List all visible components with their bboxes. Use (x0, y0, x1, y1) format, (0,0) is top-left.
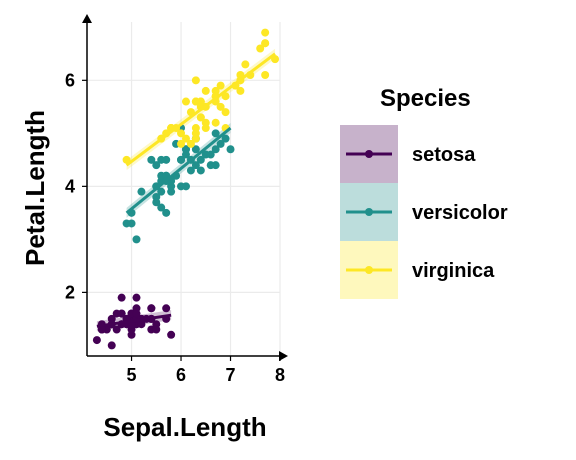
legend-label-versicolor: versicolor (412, 202, 508, 224)
data-point-versicolor (157, 203, 166, 212)
data-point-versicolor (221, 134, 230, 143)
data-point-versicolor (206, 161, 215, 170)
x-axis-title: Sepal.Length (103, 412, 266, 442)
y-tick-label: 2 (65, 282, 75, 302)
data-point-versicolor (196, 155, 205, 164)
data-point-virginica (261, 28, 270, 37)
data-point-versicolor (137, 187, 146, 196)
data-point-versicolor (147, 155, 156, 164)
data-point-versicolor (196, 166, 205, 175)
data-point-versicolor (186, 166, 195, 175)
data-point-versicolor (216, 139, 225, 148)
data-point-setosa (167, 330, 176, 339)
data-point-virginica (177, 129, 186, 138)
legend-label-virginica: virginica (412, 260, 495, 282)
data-point-setosa (132, 309, 141, 318)
data-point-setosa (112, 325, 121, 334)
data-point-versicolor (132, 235, 141, 244)
legend-point-virginica (365, 266, 373, 274)
data-point-virginica (216, 81, 225, 90)
data-point-versicolor (211, 129, 220, 138)
regression-line-versicolor (125, 126, 232, 215)
data-point-versicolor (191, 145, 200, 154)
tick-labels: 5 6 7 8 2 4 6 (65, 70, 285, 385)
data-point-versicolor (157, 155, 166, 164)
data-point-virginica (191, 76, 200, 85)
data-point-setosa (92, 336, 101, 345)
legend-point-versicolor (365, 208, 373, 216)
data-point-setosa (162, 304, 171, 313)
data-point-versicolor (167, 182, 176, 191)
regression-line-setosa (96, 313, 172, 328)
data-point-versicolor (162, 208, 171, 217)
data-point-virginica (201, 86, 210, 95)
data-point-setosa (97, 325, 106, 334)
data-point-virginica (221, 108, 230, 117)
data-point-virginica (191, 129, 200, 138)
data-point-versicolor (157, 187, 166, 196)
data-point-virginica (181, 97, 190, 106)
regression-line-virginica (125, 52, 276, 167)
x-tick-label: 8 (275, 365, 285, 385)
data-point-setosa (107, 341, 116, 350)
x-axis-arrow (279, 351, 288, 361)
data-points (92, 28, 280, 350)
data-point-setosa (147, 304, 156, 313)
legend-title: Species (380, 85, 471, 112)
data-point-versicolor (191, 161, 200, 170)
data-point-virginica (196, 113, 205, 122)
data-point-versicolor (152, 161, 161, 170)
data-point-setosa (152, 325, 161, 334)
data-point-virginica (211, 118, 220, 127)
data-point-virginica (261, 39, 270, 48)
x-tick-label: 6 (176, 365, 186, 385)
data-point-versicolor (206, 150, 215, 159)
data-point-versicolor (127, 219, 136, 228)
data-point-versicolor (181, 150, 190, 159)
y-tick-label: 4 (65, 176, 75, 196)
x-tick-label: 7 (226, 365, 236, 385)
data-point-setosa (117, 293, 126, 302)
data-point-virginica (261, 71, 270, 80)
data-point-virginica (256, 44, 265, 53)
data-point-versicolor (226, 145, 235, 154)
data-point-virginica (181, 134, 190, 143)
data-point-virginica (216, 102, 225, 111)
legend: Species setosa versicolor virginica (340, 85, 508, 299)
data-point-versicolor (152, 198, 161, 207)
data-point-virginica (177, 139, 186, 148)
y-axis-arrow (82, 14, 92, 23)
data-point-virginica (191, 97, 200, 106)
data-point-setosa (132, 293, 141, 302)
x-tick-label: 5 (127, 365, 137, 385)
data-point-versicolor (177, 155, 186, 164)
data-point-virginica (241, 60, 250, 69)
data-point-virginica (186, 139, 195, 148)
regression-lines (96, 52, 276, 328)
axes (82, 14, 288, 361)
data-point-versicolor (181, 182, 190, 191)
data-point-virginica (236, 86, 245, 95)
data-point-setosa (117, 309, 126, 318)
y-tick-label: 6 (65, 70, 75, 90)
legend-label-setosa: setosa (412, 144, 476, 166)
data-point-versicolor (211, 145, 220, 154)
data-point-virginica (201, 118, 210, 127)
y-axis-title: Petal.Length (20, 110, 50, 266)
legend-point-setosa (365, 150, 373, 158)
